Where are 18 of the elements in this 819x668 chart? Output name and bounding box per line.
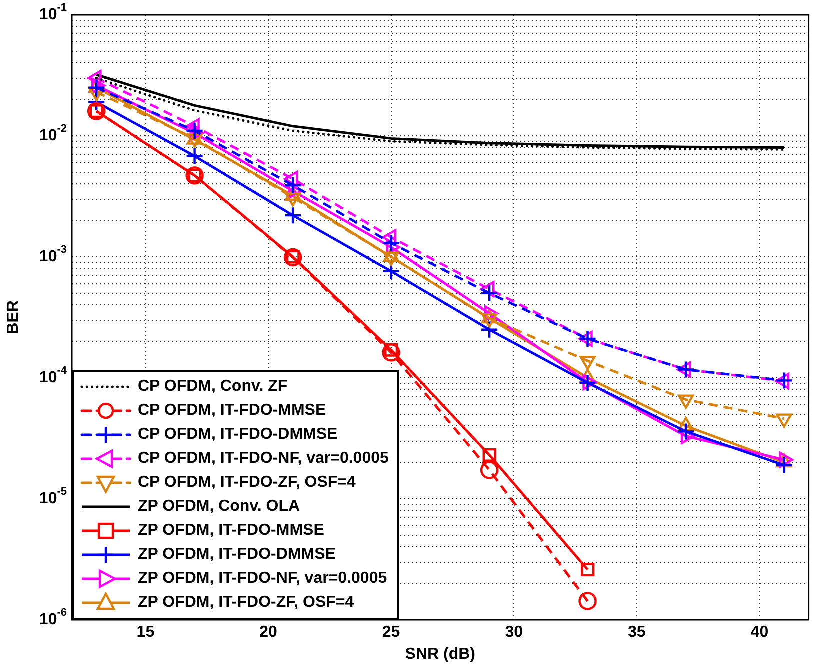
legend-label: ZP OFDM, IT-FDO-ZF, OSF=4	[138, 594, 354, 612]
x-tick-label: 25	[382, 624, 400, 642]
x-tick-label: 30	[505, 624, 524, 642]
legend-label: CP OFDM, IT-FDO-DMMSE	[138, 426, 338, 444]
legend-label: ZP OFDM, IT-FDO-DMMSE	[138, 546, 336, 564]
legend-label: CP OFDM, IT-FDO-NF, var=0.0005	[138, 450, 389, 468]
x-tick-label: 20	[260, 624, 278, 642]
x-tick-label: 35	[628, 624, 646, 642]
y-axis-title: BER	[5, 300, 22, 334]
legend-label: CP OFDM, IT-FDO-MMSE	[138, 402, 326, 420]
legend-label: ZP OFDM, IT-FDO-NF, var=0.0005	[138, 570, 388, 588]
x-tick-label: 40	[750, 624, 769, 642]
x-axis-title: SNR (dB)	[405, 646, 476, 663]
legend-label: ZP OFDM, Conv. OLA	[138, 498, 300, 516]
x-tick-label: 15	[136, 624, 155, 642]
legend-label: ZP OFDM, IT-FDO-MMSE	[138, 522, 324, 540]
legend-label: CP OFDM, IT-FDO-ZF, OSF=4	[138, 474, 356, 492]
legend-label: CP OFDM, Conv. ZF	[138, 378, 288, 396]
